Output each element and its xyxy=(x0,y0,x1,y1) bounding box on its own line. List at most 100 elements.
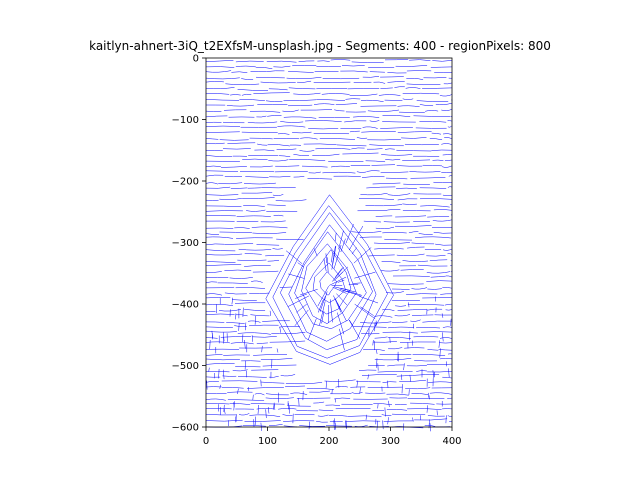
contour-line xyxy=(412,374,440,376)
contour-line xyxy=(422,320,453,323)
contour-line xyxy=(442,332,444,342)
contour-line xyxy=(218,404,220,412)
y-tick-label: −300 xyxy=(172,238,199,249)
contour-line xyxy=(272,194,284,196)
contour-line xyxy=(307,178,333,180)
contour-line xyxy=(382,331,418,334)
contour-line xyxy=(269,340,306,343)
contour-line xyxy=(261,187,296,189)
y-tick-label: −200 xyxy=(172,177,199,188)
contour-line xyxy=(219,198,242,200)
contour-line xyxy=(387,81,405,83)
y-tick-label: 0 xyxy=(193,54,199,65)
contour-line xyxy=(234,302,266,304)
contour-line xyxy=(404,347,425,349)
contour-line xyxy=(426,280,453,282)
contour-line xyxy=(369,120,380,122)
contour-line xyxy=(237,376,267,378)
contour-line xyxy=(439,94,453,97)
x-tick-label: 0 xyxy=(203,436,209,447)
contour-line xyxy=(252,232,287,234)
contour-line xyxy=(347,290,363,296)
contour-line xyxy=(205,60,234,62)
contour-line xyxy=(338,230,344,250)
contour-line xyxy=(385,291,404,294)
contour-line xyxy=(384,238,413,241)
contour-line xyxy=(249,414,281,417)
contour-line xyxy=(245,322,247,331)
contour-line xyxy=(262,320,290,322)
contour-line xyxy=(404,143,439,146)
contour-line xyxy=(439,337,453,339)
contour-line xyxy=(391,288,410,291)
contour-line xyxy=(246,209,266,212)
contour-line xyxy=(237,388,239,395)
contour-line xyxy=(236,237,273,239)
contour-line xyxy=(335,103,358,105)
contour-line xyxy=(409,59,431,61)
contour-line xyxy=(439,358,453,360)
contour-line xyxy=(371,164,396,166)
contour-line xyxy=(262,364,297,367)
contour-line xyxy=(267,259,280,262)
contour-line xyxy=(412,354,446,356)
contour-line xyxy=(242,425,266,427)
contour-line xyxy=(397,131,432,133)
contour-line xyxy=(205,371,230,373)
contour-line xyxy=(223,109,247,111)
contour-line xyxy=(205,419,243,422)
contour-line xyxy=(301,165,328,168)
contour-line xyxy=(361,332,380,335)
contour-line xyxy=(205,326,233,328)
contour-line xyxy=(360,306,374,316)
contour-line xyxy=(381,414,392,416)
contour-line xyxy=(328,415,348,417)
contour-line xyxy=(283,99,317,102)
contour-line xyxy=(227,142,256,144)
contour-line xyxy=(414,360,438,362)
y-tick-label: −600 xyxy=(172,423,199,434)
contour-line xyxy=(341,403,373,405)
contour-line xyxy=(399,341,436,343)
contour-line xyxy=(416,100,449,102)
contour-line xyxy=(244,309,266,311)
contour-line xyxy=(249,137,273,140)
contour-line xyxy=(380,87,393,89)
contour-line xyxy=(372,339,374,346)
contour-line xyxy=(427,381,453,383)
contour-line xyxy=(273,402,275,410)
contour-ring xyxy=(280,212,377,350)
contour-line xyxy=(349,130,360,133)
contour-line xyxy=(266,70,285,72)
contour-line xyxy=(442,248,453,251)
contour-line xyxy=(427,371,453,373)
contour-line xyxy=(246,387,284,389)
contour-line xyxy=(375,226,395,230)
contour-line xyxy=(380,269,400,272)
contour-line xyxy=(368,254,395,257)
contour-line xyxy=(273,138,300,140)
contour-line xyxy=(414,236,452,239)
contour-line xyxy=(321,311,325,324)
contour-line xyxy=(377,371,413,373)
contour-line xyxy=(205,392,227,395)
contour-line xyxy=(245,176,269,178)
contour-line xyxy=(337,279,345,283)
contour-line xyxy=(333,420,335,430)
y-tick-label: −500 xyxy=(172,361,199,372)
contour-line xyxy=(205,110,222,112)
contour-line xyxy=(387,380,389,388)
contour-line xyxy=(405,387,431,390)
contour-line xyxy=(395,65,428,67)
contour-line xyxy=(345,420,381,422)
contour-line xyxy=(413,336,439,338)
contour-line xyxy=(268,159,289,162)
contour-line xyxy=(353,116,380,118)
contour-line xyxy=(342,289,362,297)
contour-line xyxy=(280,374,296,377)
contour-line xyxy=(293,154,310,156)
contour-line xyxy=(381,154,413,156)
contour-line xyxy=(353,247,372,264)
contour-line xyxy=(421,331,453,333)
contour-line xyxy=(253,92,290,94)
